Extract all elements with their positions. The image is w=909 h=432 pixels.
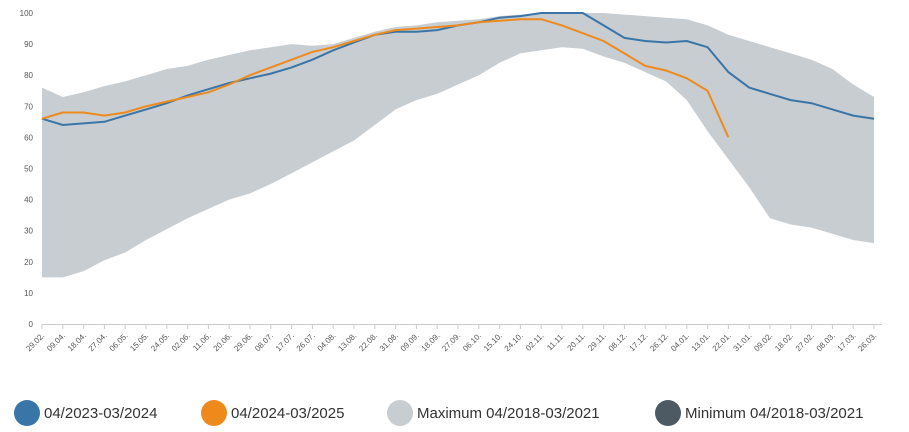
y-tick-label: 90 [24,40,33,49]
x-tick-label: 17.12. [628,331,650,353]
x-tick-label: 18.04. [66,331,88,353]
y-tick-label: 80 [24,71,33,80]
x-tick-label: 27.09. [440,331,462,353]
legend-label: Minimum 04/2018-03/2021 [685,405,863,422]
x-tick-label: 11.11. [545,331,566,352]
x-tick-label: 15.05. [128,331,150,353]
x-tick-label: 13.01. [690,331,712,353]
y-tick-label: 30 [24,227,33,236]
x-tick-label: 24.05. [149,331,171,353]
x-tick-label: 24.10. [503,331,525,353]
x-tick-label: 22.01. [711,331,733,353]
y-tick-label: 100 [20,9,34,18]
y-tick-label: 70 [24,102,33,111]
x-tick-label: 27.02. [794,331,816,353]
x-tick-label: 08.07. [253,331,275,353]
x-tick-label: 06.05. [108,331,130,353]
x-tick-label: 09.02. [752,331,774,353]
x-tick-label: 22.08. [357,331,379,353]
y-tick-label: 10 [24,289,33,298]
x-tick-label: 26.07. [295,331,317,353]
x-tick-label: 09.09. [399,331,421,353]
x-tick-label: 08.12. [607,331,629,353]
legend-marker [201,400,227,426]
legend-label: Maximum 04/2018-03/2021 [417,405,600,422]
y-tick-label: 20 [24,258,33,267]
legend-marker [387,400,413,426]
x-tick-label: 06.10. [461,331,483,353]
y-tick-label: 40 [24,196,33,205]
x-tick-label: 26.03. [856,331,878,353]
legend-marker [14,400,40,426]
x-tick-label: 31.08. [378,331,400,353]
y-tick-label: 60 [24,133,33,142]
series-line [41,18,730,138]
x-tick-label: 26.12. [648,331,670,353]
x-tick-label: 29.02. [24,331,46,353]
x-tick-label: 02.11. [524,331,546,353]
x-tick-label: 08.03. [815,331,837,353]
legend-label: 04/2023-03/2024 [44,405,157,422]
x-tick-label: 09.04. [45,331,67,353]
y-tick-label: 0 [29,320,34,329]
x-tick-label: 11.06. [191,331,213,353]
x-tick-label: 20.06. [212,331,234,353]
x-tick-label: 29.11. [586,331,608,353]
x-tick-label: 17.07. [274,331,296,353]
min-area [42,47,874,324]
x-tick-label: 18.02. [773,331,795,353]
x-tick-label: 04.08. [316,331,338,353]
legend-label: 04/2024-03/2025 [231,405,344,422]
x-tick-label: 13.08. [336,331,358,353]
y-tick-label: 50 [24,165,33,174]
x-tick-label: 18.09. [420,331,442,353]
x-tick-label: 17.03. [836,331,858,353]
x-tick-label: 02.06. [170,331,192,353]
x-tick-label: 20.11. [566,331,588,353]
legend-marker [655,400,681,426]
x-tick-label: 29.06. [232,331,254,353]
x-tick-label: 15.10. [482,331,504,353]
x-tick-label: 04.01. [669,331,691,353]
x-tick-label: 31.01. [732,331,754,353]
x-tick-label: 27.04. [87,331,109,353]
